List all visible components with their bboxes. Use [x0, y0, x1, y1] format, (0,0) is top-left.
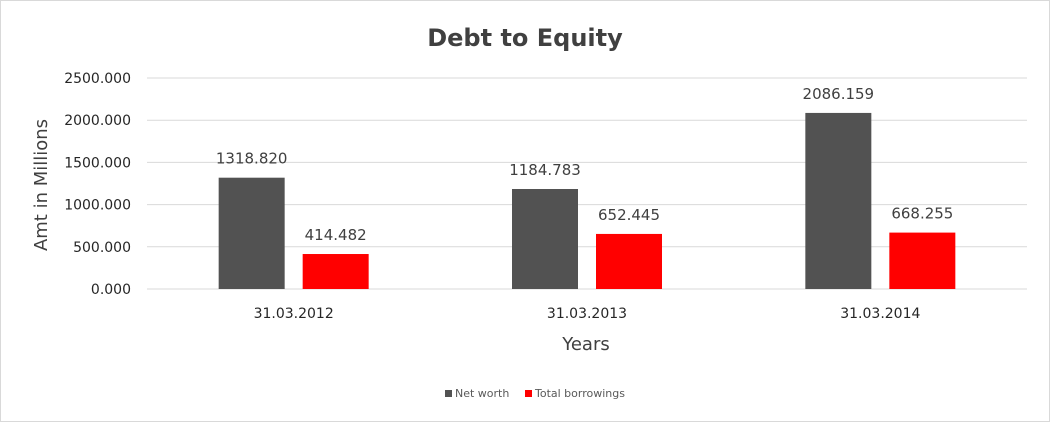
x-tick-label: 31.03.2014	[840, 306, 920, 322]
x-tick-label: 31.03.2012	[254, 306, 334, 322]
bar-total-borrowings	[302, 254, 369, 289]
bar-net-worth	[512, 189, 578, 289]
y-tick-label: 1500.000	[64, 155, 131, 171]
x-axis-ticks: 31.03.2012 31.03.2013 31.03.2014	[254, 306, 921, 322]
data-labels: 1318.820 414.482 1184.783 652.445 2086.159 66…	[216, 85, 953, 244]
bar-net-worth	[218, 177, 285, 289]
y-tick-label: 1000.000	[64, 198, 131, 214]
data-label: 1318.820	[216, 150, 288, 168]
y-tick-label: 2000.000	[64, 113, 131, 129]
y-tick-label: 2500.000	[64, 71, 131, 87]
gridlines	[147, 77, 1027, 290]
data-label: 1184.783	[509, 161, 581, 179]
bar-net-worth	[805, 112, 872, 289]
bar-total-borrowings	[596, 233, 662, 289]
y-axis-title: Amt in Millions	[31, 119, 52, 251]
y-axis-ticks: 0.000 500.000 1000.000 1500.000 2000.000 2500…	[64, 71, 131, 298]
bar-total-borrowings	[889, 232, 956, 289]
x-axis-title: Years	[561, 334, 610, 355]
legend-label: Net worth	[455, 387, 509, 400]
legend: Net worth Total borrowings	[445, 387, 625, 400]
y-tick-label: 500.000	[73, 240, 131, 256]
legend-label: Total borrowings	[534, 387, 625, 400]
data-label: 414.482	[305, 226, 367, 244]
data-label: 668.255	[891, 205, 953, 223]
legend-swatch	[445, 390, 452, 397]
chart-title: Debt to Equity	[427, 24, 623, 52]
legend-swatch	[525, 390, 532, 397]
bars	[218, 112, 956, 289]
x-tick-label: 31.03.2013	[547, 306, 627, 322]
data-label: 652.445	[598, 206, 660, 224]
data-label: 2086.159	[803, 85, 875, 103]
y-tick-label: 0.000	[91, 282, 131, 298]
